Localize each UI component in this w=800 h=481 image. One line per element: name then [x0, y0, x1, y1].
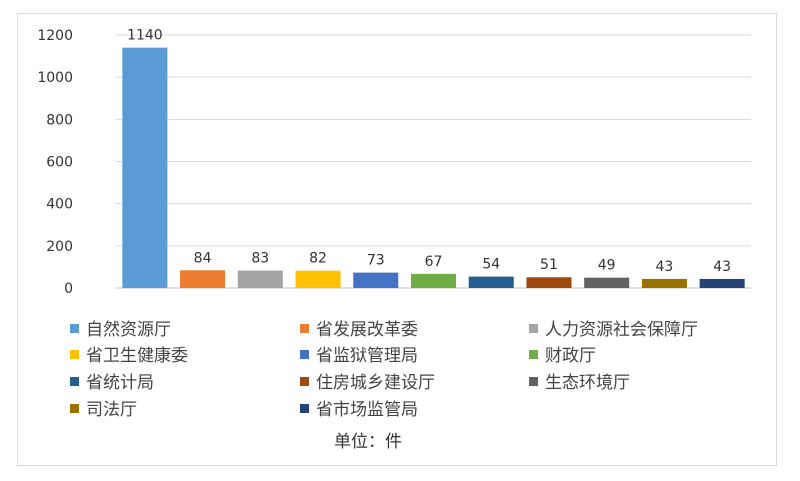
data-label: 51: [540, 257, 558, 273]
bars: [122, 47, 745, 289]
data-label: 43: [713, 259, 731, 275]
bar: [237, 270, 283, 288]
legend-swatch: [529, 377, 538, 386]
gridlines: [116, 34, 751, 289]
data-label: 43: [655, 259, 673, 275]
data-label: 83: [251, 251, 269, 267]
legend-swatch: [529, 324, 538, 333]
bar: [641, 278, 687, 288]
legend-label: 生态环境厅: [545, 373, 630, 393]
bar: [180, 270, 226, 288]
bar: [526, 277, 572, 288]
legend-swatch: [70, 404, 79, 413]
bar: [122, 47, 168, 289]
y-tick-label: 1000: [37, 70, 73, 86]
legend-swatch: [300, 377, 309, 386]
legend-item: 财政厅: [529, 346, 596, 366]
legend-swatch: [70, 350, 79, 359]
bar: [584, 277, 630, 288]
legend-swatch: [300, 350, 309, 359]
legend-item: 住房城乡建设厅: [300, 373, 435, 393]
legend-label: 司法厅: [86, 400, 137, 420]
data-label: 82: [309, 251, 327, 267]
data-labels: 1140 84 83 82 73 67 54 51 49 43 43: [127, 28, 731, 275]
legend-swatch: [300, 324, 309, 333]
legend-label: 省发展改革委: [316, 320, 418, 340]
y-tick-label: 600: [46, 155, 73, 171]
legend-item: 自然资源厅: [70, 320, 171, 340]
legend-item: 省监狱管理局: [300, 346, 418, 366]
y-tick-label: 1200: [37, 28, 73, 44]
legend-label: 人力资源社会保障厅: [545, 320, 698, 340]
legend-label: 省监狱管理局: [316, 346, 418, 366]
legend-label: 省市场监管局: [316, 400, 418, 420]
legend-swatch: [70, 324, 79, 333]
y-tick-label: 800: [46, 112, 73, 128]
bar: [410, 273, 457, 288]
legend-label: 住房城乡建设厅: [316, 373, 435, 393]
unit-label: 单位：件: [334, 432, 402, 452]
legend-item: 人力资源社会保障厅: [529, 320, 698, 340]
y-tick-label: 400: [46, 197, 73, 213]
legend-label: 财政厅: [545, 346, 596, 366]
legend-item: 司法厅: [70, 400, 137, 420]
legend-label: 自然资源厅: [86, 320, 171, 340]
data-label: 67: [425, 254, 443, 270]
legend-swatch: [300, 404, 309, 413]
legend-item: 省卫生健康委: [70, 346, 188, 366]
legend-item: 省发展改革委: [300, 320, 418, 340]
legend-swatch: [70, 377, 79, 386]
legend-item: 省市场监管局: [300, 400, 418, 420]
data-label: 84: [194, 250, 212, 266]
data-label: 54: [482, 257, 500, 273]
y-tick-label: 0: [64, 281, 73, 297]
legend-label: 省卫生健康委: [86, 346, 188, 366]
bar: [699, 278, 745, 288]
y-tick-label: 200: [46, 239, 73, 255]
legend-label: 省统计局: [86, 373, 154, 393]
bar: [468, 276, 514, 288]
bar-chart: 0 200 400 600 800 1000 1200 1140 84 83 82 73 67 54 51…: [37, 28, 751, 452]
bar: [353, 272, 399, 288]
data-label: 49: [598, 258, 616, 274]
legend-item: 生态环境厅: [529, 373, 630, 393]
y-axis: 0 200 400 600 800 1000 1200: [37, 28, 73, 297]
bar: [295, 270, 341, 288]
data-label: 1140: [127, 28, 163, 44]
data-label: 73: [367, 253, 385, 269]
legend-swatch: [529, 350, 538, 359]
chart-frame: 0 200 400 600 800 1000 1200 1140 84 83 82 73 67 54 51…: [17, 13, 777, 466]
legend-item: 省统计局: [70, 373, 154, 393]
